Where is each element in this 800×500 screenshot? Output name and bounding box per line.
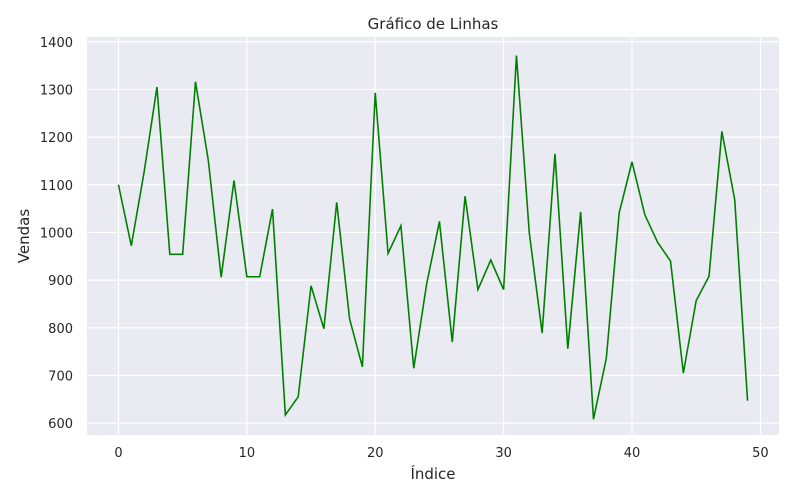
y-tick-label: 1300	[40, 83, 73, 98]
x-axis-ticks: 0 10 20 30 40 50	[114, 446, 768, 461]
x-axis-label: Índice	[410, 464, 455, 483]
y-tick-label: 1000	[40, 226, 73, 241]
y-tick-label: 1200	[40, 131, 73, 146]
x-tick-label: 30	[495, 446, 512, 461]
plot-background	[87, 37, 779, 435]
y-tick-label: 600	[48, 417, 73, 432]
y-tick-label: 900	[48, 274, 73, 289]
x-tick-label: 10	[239, 446, 256, 461]
x-tick-label: 50	[752, 446, 769, 461]
y-axis-label: Vendas	[15, 209, 33, 264]
x-tick-label: 0	[114, 446, 122, 461]
y-axis-ticks: 600 700 800 900 1000 1100 1200 1300 1400	[40, 36, 73, 432]
x-tick-label: 20	[367, 446, 384, 461]
y-tick-label: 700	[48, 369, 73, 384]
y-tick-label: 1100	[40, 179, 73, 194]
x-tick-label: 40	[624, 446, 641, 461]
y-tick-label: 1400	[40, 36, 73, 51]
series-line	[117, 55, 749, 420]
y-tick-label: 800	[48, 322, 73, 337]
chart-title: Gráfico de Linhas	[368, 15, 499, 33]
